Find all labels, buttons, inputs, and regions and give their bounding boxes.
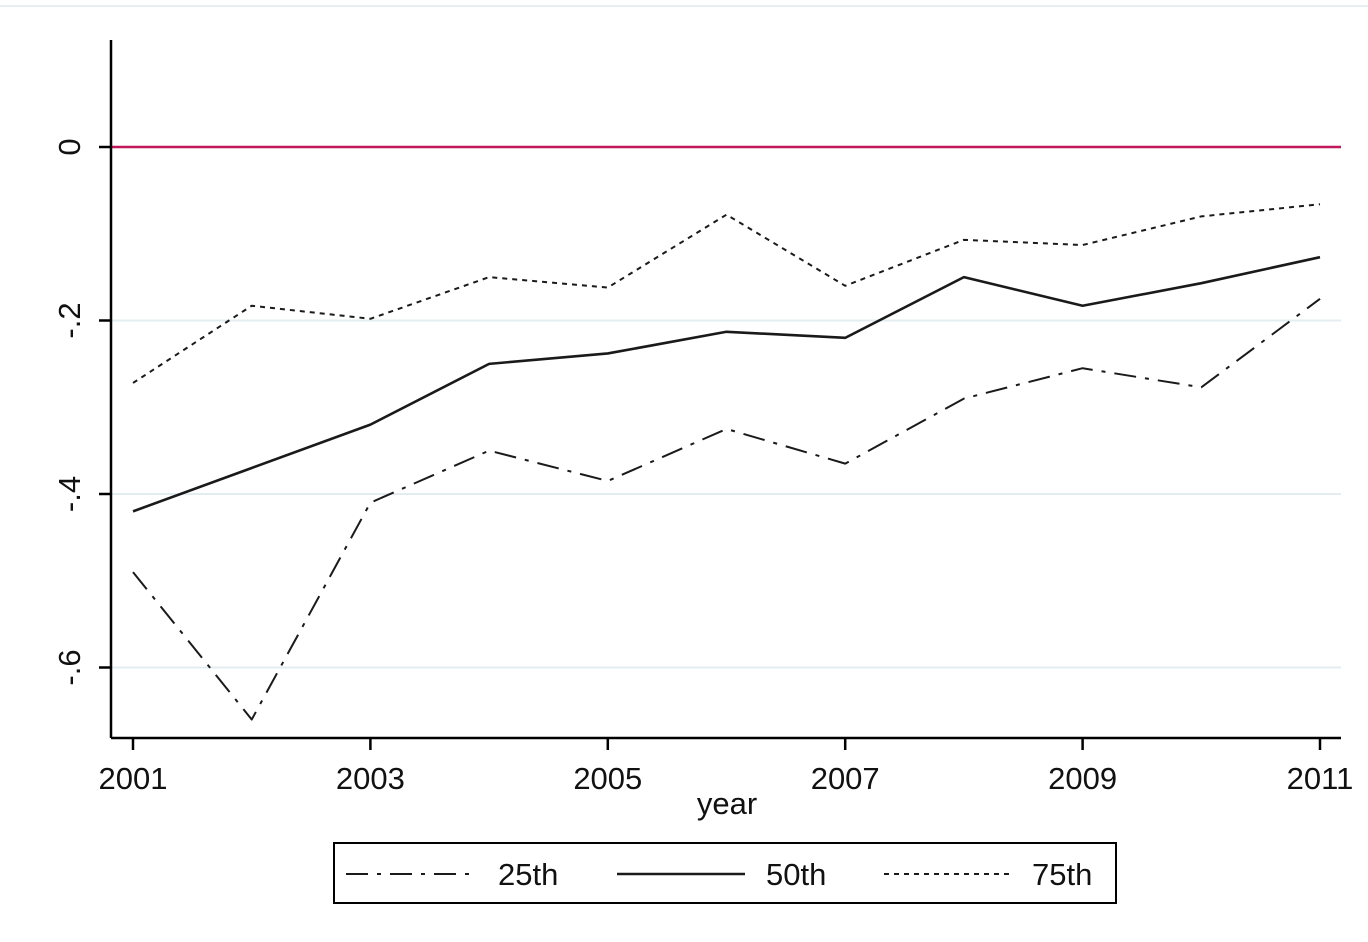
- x-tick-label-3: 2007: [811, 761, 880, 796]
- x-tick-label-5: 2011: [1287, 761, 1354, 796]
- legend-label-75th: 75th: [1032, 857, 1092, 892]
- grid-lines: [111, 319, 1341, 669]
- axes: [99, 40, 1341, 750]
- x-tick-label-4: 2009: [1048, 761, 1117, 796]
- x-tick-label-2: 2005: [573, 761, 642, 796]
- series-line-75th: [132, 203, 1321, 384]
- series-line-25th: [132, 298, 1321, 721]
- y-tick-label-2: -.4: [52, 476, 87, 512]
- legend-label-25th: 25th: [498, 857, 558, 892]
- y-tick-label-1: -.2: [52, 302, 87, 338]
- legend-label-50th: 50th: [766, 857, 826, 892]
- series-lines: [132, 203, 1321, 721]
- y-tick-label-3: -.6: [52, 649, 87, 685]
- x-tick-label-0: 2001: [99, 761, 168, 796]
- legend: 25th 50th 75th: [333, 842, 1117, 904]
- series-line-50th: [132, 255, 1321, 513]
- tick-labels: 0 -.2 -.4 -.6 2001 2003 2005 2007 2009 2011: [52, 138, 1353, 796]
- x-axis-label: year: [697, 786, 757, 821]
- y-tick-label-0: 0: [52, 138, 87, 155]
- x-tick-label-1: 2003: [336, 761, 405, 796]
